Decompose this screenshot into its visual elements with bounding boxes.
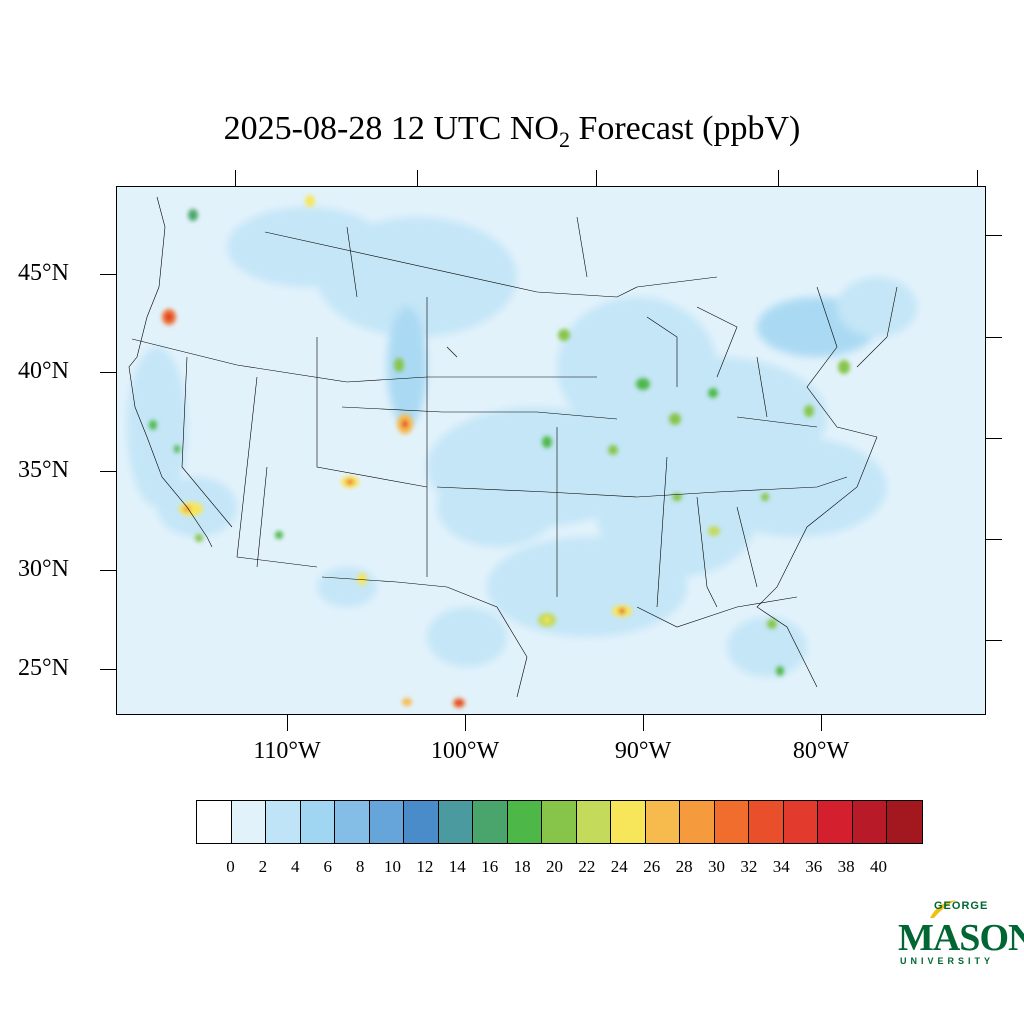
- left-tick: [100, 471, 116, 472]
- left-tick: [100, 372, 116, 373]
- left-tick: [100, 669, 116, 670]
- colorbar-label: 34: [772, 857, 790, 876]
- colorbar-cell: [266, 801, 301, 843]
- bottom-tick: [643, 715, 644, 731]
- right-tick: [986, 539, 1002, 540]
- lon-label: 110°W: [253, 738, 321, 764]
- colorbar-label: 40: [870, 857, 887, 876]
- title-subscript: 2: [558, 126, 570, 152]
- boundaries: [128, 196, 898, 698]
- title-main: 2025-08-28 12 UTC NO: [223, 110, 559, 147]
- colorbar-label: 30: [708, 857, 725, 876]
- colorbar-cell: [818, 801, 853, 843]
- colorbar-cell: [438, 801, 473, 843]
- colorbar-cell: [611, 801, 646, 843]
- colorbar-label: 12: [416, 857, 434, 876]
- bottom-tick: [287, 715, 288, 731]
- colorbar-label: 2: [258, 857, 268, 876]
- no2-map: [116, 186, 986, 715]
- right-tick: [986, 438, 1002, 439]
- top-tick: [235, 170, 236, 186]
- colorbar-label: 18: [513, 857, 531, 876]
- lon-label: 80°W: [792, 738, 850, 764]
- colorbar-cell: [749, 801, 784, 843]
- left-tick: [100, 570, 116, 571]
- lat-label: 25°N: [18, 655, 69, 681]
- lat-label: 40°N: [18, 358, 69, 384]
- colorbar-label: 32: [740, 857, 758, 876]
- colorbar-cell: [300, 801, 335, 843]
- colorbar-cell: [231, 801, 266, 843]
- colorbar-label: 26: [643, 857, 661, 876]
- top-tick: [778, 170, 779, 186]
- colorbar-cell: [852, 801, 887, 843]
- lon-label: 90°W: [614, 738, 672, 764]
- colorbar-label: 16: [481, 857, 499, 876]
- top-tick: [977, 170, 978, 186]
- logo-george: GEORGE: [934, 900, 989, 912]
- top-tick: [417, 170, 418, 186]
- colorbar-cell: [335, 801, 370, 843]
- bottom-tick: [821, 715, 822, 731]
- lat-label: 35°N: [18, 457, 69, 483]
- top-tick: [596, 170, 597, 186]
- colorbar-cell: [369, 801, 404, 843]
- colorbar-label: 22: [578, 857, 596, 876]
- right-tick: [986, 640, 1002, 641]
- map-title: 2025-08-28 12 UTC NO2 Forecast (ppbV): [0, 110, 1024, 153]
- colorbar-cell: [542, 801, 577, 843]
- leaf-icon: [930, 900, 956, 918]
- colorbar-cell: [404, 801, 439, 843]
- colorbar-cell: [887, 801, 922, 843]
- lon-label: 100°W: [430, 738, 500, 764]
- colorbar-label: 20: [546, 857, 563, 876]
- logo-mason: MASON: [898, 917, 1024, 959]
- colorbar-label: 10: [384, 857, 401, 876]
- colorbar-cell: [645, 801, 680, 843]
- colorbar-cell: [197, 801, 232, 843]
- bottom-tick: [465, 715, 466, 731]
- colorbar-cell: [576, 801, 611, 843]
- colorbar-label: 4: [291, 857, 300, 876]
- hotspots: [149, 195, 850, 708]
- lat-label: 45°N: [18, 260, 69, 286]
- colorbar-label: 8: [355, 857, 365, 876]
- logo-university: UNIVERSITY: [900, 956, 995, 966]
- concentration-field: [127, 207, 917, 677]
- title-tail: Forecast (ppbV): [569, 110, 801, 147]
- colorbar-cell: [680, 801, 715, 843]
- colorbar-label: 14: [448, 857, 466, 876]
- right-tick: [986, 337, 1002, 338]
- lat-label: 30°N: [18, 556, 69, 582]
- colorbar-label: 36: [805, 857, 823, 876]
- gmu-logo: GEORGE MASON UNIVERSITY: [898, 898, 1024, 968]
- map-graphic: [127, 195, 917, 708]
- left-tick: [100, 274, 116, 275]
- colorbar-label: 28: [675, 857, 693, 876]
- colorbar-label: 0: [226, 857, 235, 876]
- colorbar: [196, 800, 923, 844]
- colorbar-cell: [783, 801, 818, 843]
- colorbar-label: 38: [837, 857, 855, 876]
- colorbar-cell: [714, 801, 749, 843]
- colorbar-cell: [507, 801, 542, 843]
- colorbar-label: 6: [323, 857, 332, 876]
- colorbar-cell: [473, 801, 508, 843]
- colorbar-label: 24: [610, 857, 628, 876]
- right-tick: [986, 235, 1002, 236]
